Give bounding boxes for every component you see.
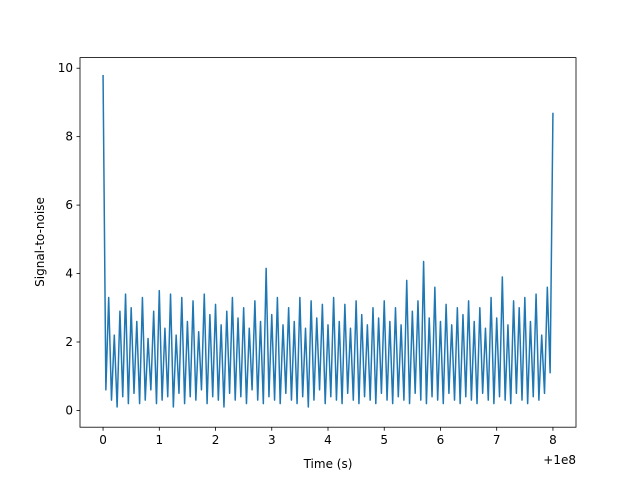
- y-tick-label: 6: [65, 198, 73, 212]
- x-tick-label: 8: [549, 433, 557, 447]
- y-axis-label: Signal-to-noise: [33, 197, 47, 287]
- y-tick-label: 8: [65, 130, 73, 144]
- y-tick-label: 0: [65, 403, 73, 417]
- line-series: [102, 75, 554, 408]
- x-tick-label: 3: [268, 433, 276, 447]
- x-offset-label: +1e8: [543, 453, 576, 467]
- x-tick-label: 4: [324, 433, 332, 447]
- x-tick-label: 1: [155, 433, 163, 447]
- x-axis-label: Time (s): [303, 457, 353, 471]
- x-tick-label: 7: [493, 433, 501, 447]
- x-tick-label: 6: [437, 433, 445, 447]
- x-tick-label: 5: [380, 433, 388, 447]
- y-tick-label: 4: [65, 267, 73, 281]
- x-tick-label: 0: [99, 433, 107, 447]
- x-tick-label: 2: [212, 433, 220, 447]
- y-tick-label: 2: [65, 335, 73, 349]
- y-tick-label: 10: [58, 61, 73, 75]
